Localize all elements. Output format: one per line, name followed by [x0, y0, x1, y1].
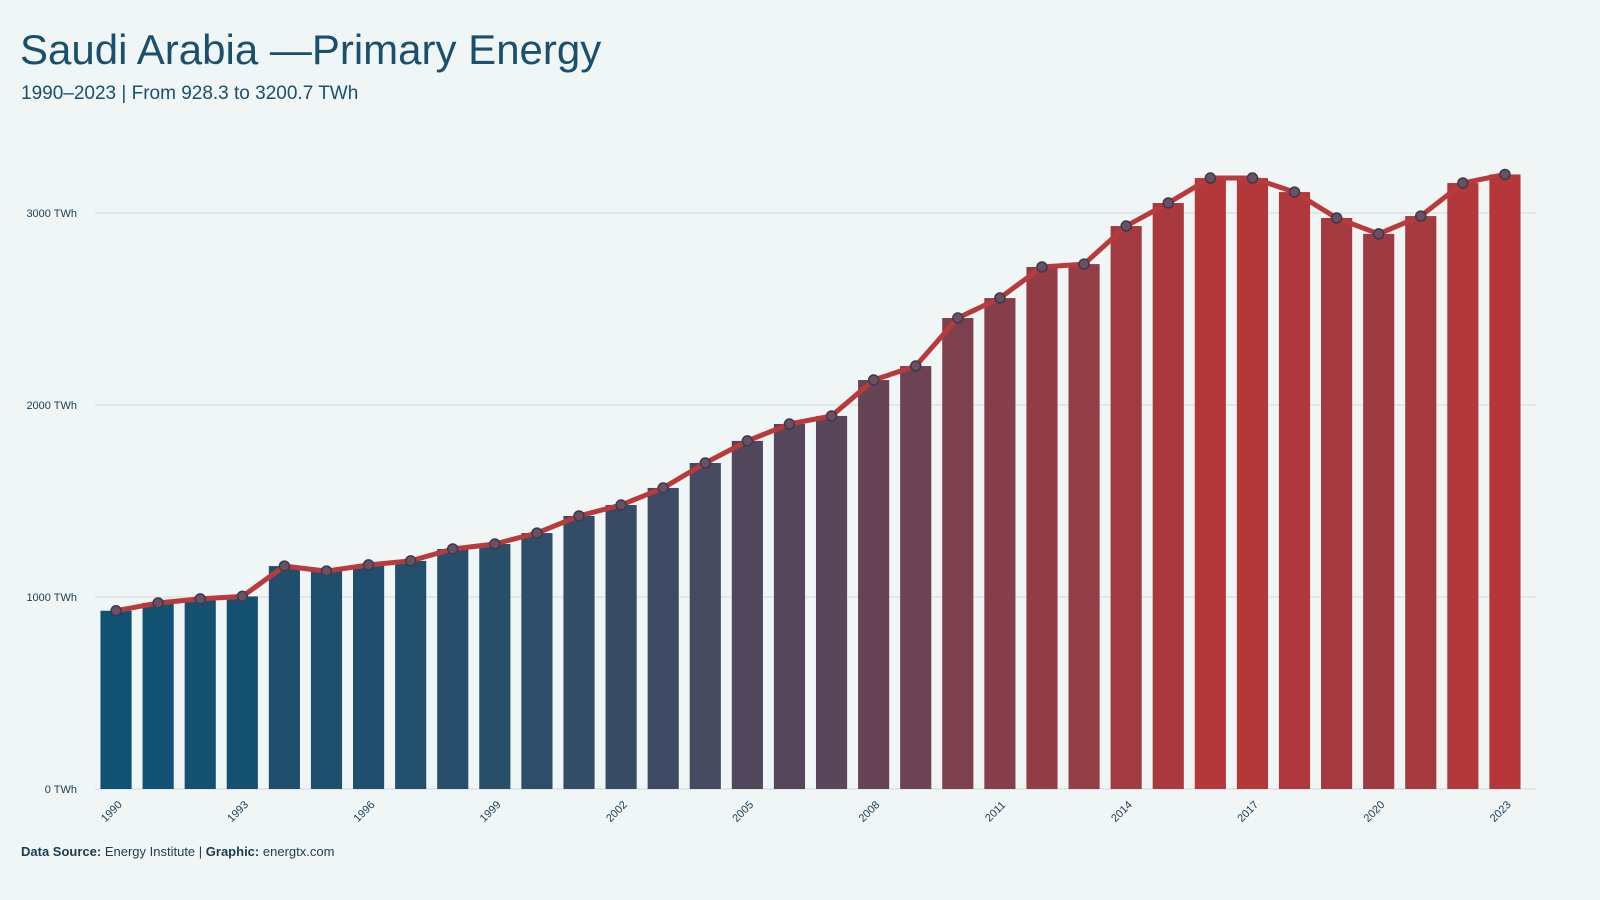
- bar: [1321, 217, 1353, 789]
- bar: [605, 505, 637, 789]
- point: [1162, 197, 1174, 209]
- bar: [1026, 266, 1058, 789]
- footer: Data Source: Energy Institute | Graphic:…: [21, 844, 334, 859]
- bar: [858, 380, 890, 789]
- source-label: Data Source:: [21, 844, 102, 859]
- bar: [1489, 174, 1521, 790]
- point: [194, 593, 206, 605]
- y-tick-label: 3000 TWh: [26, 208, 77, 220]
- point: [825, 410, 838, 422]
- bar: [1278, 192, 1311, 789]
- x-tick-label: 2017: [1235, 799, 1261, 825]
- point: [362, 559, 375, 571]
- bar: [1152, 203, 1184, 790]
- x-tick-label: 2005: [730, 799, 756, 825]
- bar: [1110, 226, 1142, 789]
- trend-line: [115, 172, 1506, 614]
- point: [783, 418, 796, 430]
- point: [1078, 258, 1090, 270]
- point: [1499, 168, 1511, 181]
- bar: [395, 560, 427, 789]
- bar: [815, 415, 848, 789]
- chart-title: Saudi Arabia —Primary Energy: [20, 26, 601, 73]
- bar: [984, 298, 1016, 789]
- bar: [689, 462, 721, 789]
- point: [994, 292, 1006, 304]
- x-tick-label: 1996: [352, 799, 378, 825]
- chart-subtitle: 1990–2023 | From 928.3 to 3200.7 TWh: [21, 83, 358, 104]
- point: [152, 597, 164, 609]
- bar: [184, 598, 216, 789]
- x-tick-label: 2014: [1109, 799, 1135, 825]
- x-tick-label: 1993: [225, 799, 251, 825]
- point: [236, 590, 249, 603]
- bar: [731, 440, 763, 789]
- point: [1036, 261, 1048, 273]
- bar: [226, 596, 258, 789]
- bar: [942, 318, 974, 789]
- bar: [437, 549, 469, 789]
- bar: [268, 566, 300, 789]
- bar: [773, 424, 806, 789]
- point: [741, 435, 754, 447]
- bar: [900, 366, 932, 789]
- bar: [1447, 183, 1479, 790]
- point: [1288, 186, 1301, 198]
- x-tick-label: 2008: [857, 799, 883, 825]
- point: [657, 482, 669, 494]
- point: [1330, 212, 1343, 224]
- x-tick-label: 2011: [983, 799, 1008, 824]
- source: Energy Institute |: [104, 844, 203, 859]
- point: [1120, 220, 1132, 232]
- bar: [353, 564, 385, 789]
- bar: [1194, 178, 1226, 789]
- bar: [479, 544, 511, 789]
- y-tick-label: 0 TWh: [45, 784, 77, 796]
- point: [909, 360, 922, 372]
- point: [1204, 172, 1217, 184]
- point: [1246, 172, 1259, 184]
- point: [110, 605, 122, 617]
- point: [1372, 228, 1385, 240]
- graphic-label: Graphic:: [205, 844, 260, 859]
- point: [1457, 177, 1469, 189]
- y-tick-label: 2000 TWh: [26, 400, 77, 412]
- x-tick-label: 2023: [1488, 799, 1514, 825]
- bar: [1405, 216, 1437, 789]
- x-tick-label: 2002: [604, 799, 630, 825]
- point: [531, 527, 543, 539]
- point: [489, 538, 501, 550]
- point: [1415, 210, 1427, 222]
- y-tick-label: 1000 TWh: [26, 592, 77, 604]
- bar: [563, 515, 595, 789]
- point: [278, 560, 291, 572]
- point: [699, 457, 712, 469]
- point: [447, 543, 459, 555]
- graphic: energtx.com: [262, 844, 335, 859]
- point: [952, 312, 964, 324]
- bar: [521, 533, 553, 789]
- x-tick-label: 1999: [478, 799, 504, 825]
- point: [320, 565, 333, 577]
- point: [867, 374, 880, 386]
- point: [615, 499, 627, 511]
- bar: [1068, 264, 1100, 789]
- point: [573, 510, 585, 522]
- bar: [100, 610, 132, 789]
- x-tick-label: 1990: [99, 799, 125, 825]
- bar: [647, 487, 679, 789]
- bar: [1236, 178, 1268, 789]
- point: [404, 555, 417, 567]
- x-tick-label: 2020: [1362, 799, 1388, 825]
- bar: [310, 571, 343, 789]
- bar: [1363, 233, 1395, 790]
- bar: [142, 602, 174, 789]
